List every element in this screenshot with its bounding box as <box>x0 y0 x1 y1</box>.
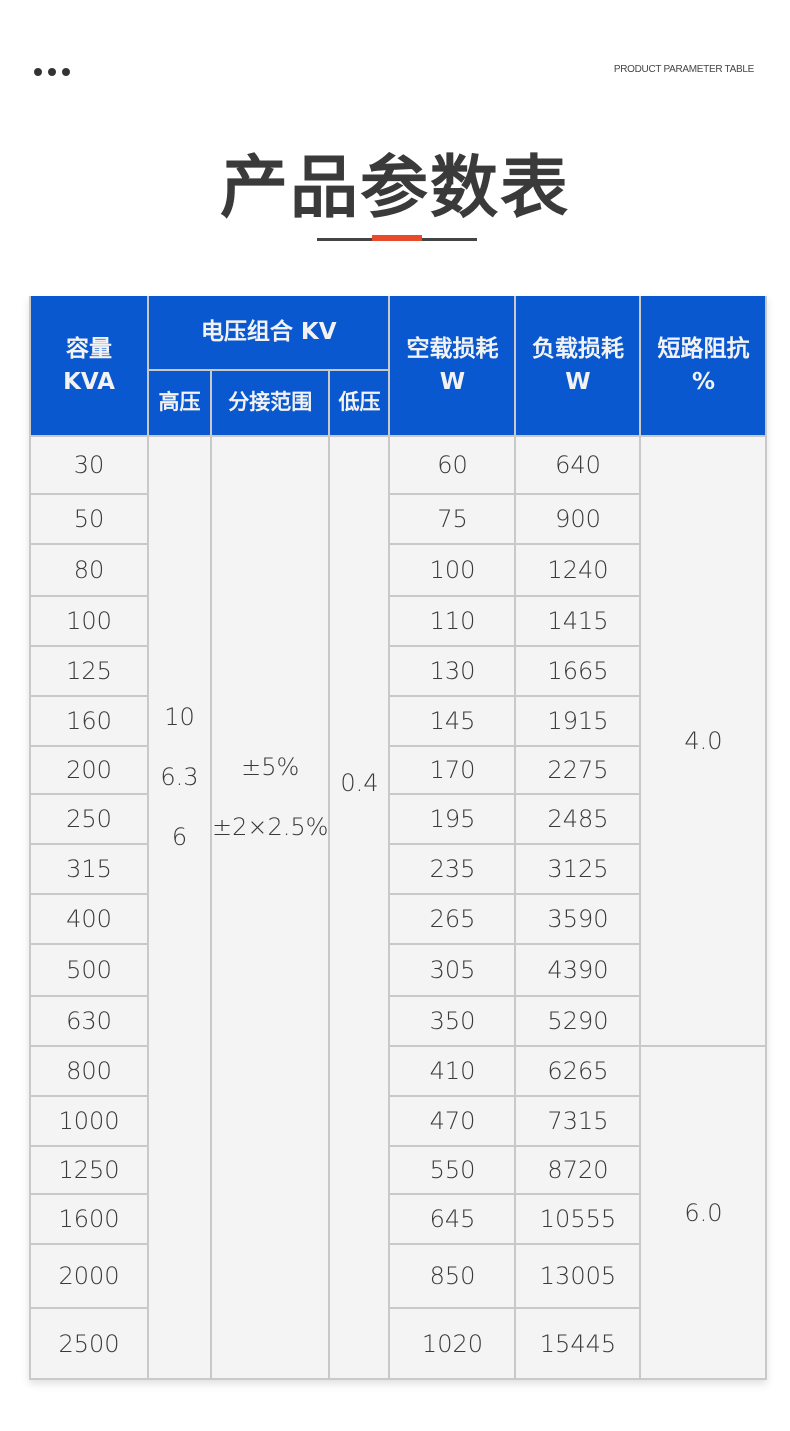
more-dots-icon <box>34 68 70 76</box>
capacity-cell: 100 <box>29 595 149 647</box>
no-load-loss-cell: 850 <box>388 1243 517 1309</box>
no-load-loss-cell: 265 <box>388 893 517 945</box>
no-load-loss-cell: 60 <box>388 435 517 495</box>
load-loss-cell: 900 <box>514 493 642 545</box>
table-row: 800 410 6265 6.0 <box>29 1045 768 1380</box>
capacity-cell: 1250 <box>29 1145 149 1195</box>
table-row: 100 110 1415 <box>29 595 766 647</box>
load-loss-cell: 1240 <box>514 543 642 597</box>
table-row: 1600 645 10555 <box>29 1193 766 1245</box>
low-voltage-cell: 0.4 <box>328 435 391 1380</box>
no-load-loss-cell: 1020 <box>388 1307 517 1380</box>
load-loss-cell: 1665 <box>514 645 642 697</box>
load-loss-cell: 3125 <box>514 843 642 895</box>
no-load-loss-cell: 305 <box>388 943 517 997</box>
header-low-voltage: 低压 <box>328 370 391 437</box>
no-load-loss-cell: 170 <box>388 745 517 795</box>
load-loss-cell: 10555 <box>514 1193 642 1245</box>
parameter-table: 容量 KVA 电压组合 KV 空载损耗 W 负载损耗 W 短路阻抗% 高压 分接范围 … <box>29 296 768 1380</box>
load-loss-cell: 8720 <box>514 1145 642 1195</box>
load-loss-cell: 13005 <box>514 1243 642 1309</box>
high-voltage-value: 10 <box>164 703 195 731</box>
capacity-cell: 800 <box>29 1045 149 1097</box>
load-loss-cell: 2485 <box>514 793 642 845</box>
tap-range-cell: ±5% ±2×2.5% <box>209 435 331 1380</box>
no-load-loss-cell: 75 <box>388 493 517 545</box>
table-row: 200 170 2275 <box>29 745 766 795</box>
no-load-loss-cell: 110 <box>388 595 517 647</box>
no-load-loss-cell: 645 <box>388 1193 517 1245</box>
table-row: 1250 550 8720 <box>29 1145 766 1195</box>
no-load-loss-cell: 145 <box>388 695 517 747</box>
english-label: PRODUCT PARAMETER TABLE <box>613 64 754 75</box>
capacity-cell: 315 <box>29 843 149 895</box>
header-no-load-loss: 空载损耗 W <box>388 296 517 437</box>
capacity-cell: 160 <box>29 695 149 747</box>
no-load-loss-cell: 100 <box>388 543 517 597</box>
impedance-cell: 4.0 <box>639 435 768 1047</box>
capacity-cell: 200 <box>29 745 149 795</box>
load-loss-cell: 640 <box>514 435 642 495</box>
capacity-cell: 630 <box>29 995 149 1047</box>
table-row: 160 145 1915 <box>29 695 766 747</box>
table-row: 30 10 6.3 6 ±5% ±2×2.5% 0.4 60 640 4.0 <box>29 435 768 1380</box>
load-loss-cell: 3590 <box>514 893 642 945</box>
table-row: 1000 470 7315 <box>29 1095 766 1147</box>
load-loss-cell: 1915 <box>514 695 642 747</box>
capacity-cell: 250 <box>29 793 149 845</box>
table-row: 400 265 3590 <box>29 893 766 945</box>
capacity-cell: 50 <box>29 493 149 545</box>
page-title: 产品参数表 <box>219 149 570 228</box>
table-row: 500 305 4390 <box>29 943 766 997</box>
table-row: 250 195 2485 <box>29 793 766 845</box>
table-row: 50 75 900 <box>29 493 766 545</box>
header-voltage-group: 电压组合 KV <box>146 296 391 371</box>
no-load-loss-cell: 350 <box>388 995 517 1047</box>
capacity-cell: 1000 <box>29 1095 149 1147</box>
tap-range-value: ±2×2.5% <box>212 813 329 841</box>
load-loss-cell: 4390 <box>514 943 642 997</box>
capacity-cell: 30 <box>29 435 149 495</box>
load-loss-cell: 7315 <box>514 1095 642 1147</box>
load-loss-cell: 1415 <box>514 595 642 647</box>
high-voltage-value: 6 <box>171 823 188 851</box>
no-load-loss-cell: 195 <box>388 793 517 845</box>
impedance-cell: 6.0 <box>639 1045 768 1380</box>
capacity-cell: 400 <box>29 893 149 945</box>
load-loss-cell: 2275 <box>514 745 642 795</box>
capacity-cell: 125 <box>29 645 149 697</box>
header-capacity: 容量 KVA <box>29 296 149 437</box>
load-loss-cell: 6265 <box>514 1045 642 1097</box>
table-row: 315 235 3125 <box>29 843 766 895</box>
no-load-loss-cell: 470 <box>388 1095 517 1147</box>
table-row: 2000 850 13005 <box>29 1243 766 1309</box>
header-tap-range: 分接范围 <box>209 370 331 437</box>
header-load-loss: 负载损耗 W <box>514 296 642 437</box>
capacity-cell: 2500 <box>29 1307 149 1380</box>
header-impedance: 短路阻抗% <box>639 296 768 437</box>
load-loss-cell: 5290 <box>514 995 642 1047</box>
capacity-cell: 2000 <box>29 1243 149 1309</box>
table-row: 2500 1020 15445 <box>29 1307 766 1380</box>
no-load-loss-cell: 410 <box>388 1045 517 1097</box>
high-voltage-cell: 10 6.3 6 <box>147 435 212 1380</box>
no-load-loss-cell: 130 <box>388 645 517 697</box>
table-row: 630 350 5290 <box>29 995 766 1047</box>
table-row: 125 130 1665 <box>29 645 766 697</box>
header-high-voltage: 高压 <box>147 370 212 437</box>
capacity-cell: 80 <box>29 543 149 597</box>
capacity-cell: 1600 <box>29 1193 149 1245</box>
load-loss-cell: 15445 <box>514 1307 642 1380</box>
high-voltage-value: 6.3 <box>160 763 199 791</box>
no-load-loss-cell: 235 <box>388 843 517 895</box>
no-load-loss-cell: 550 <box>388 1145 517 1195</box>
tap-range-value: ±5% <box>241 753 300 781</box>
title-accent <box>372 235 422 241</box>
table-row: 80 100 1240 <box>29 543 766 597</box>
capacity-cell: 500 <box>29 943 149 997</box>
